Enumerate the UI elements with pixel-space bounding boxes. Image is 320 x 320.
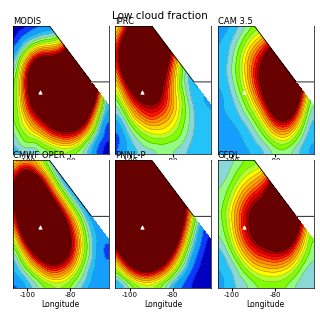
Text: GFDL: GFDL xyxy=(218,151,240,160)
Text: Low cloud fraction: Low cloud fraction xyxy=(112,11,208,21)
X-axis label: Longitude: Longitude xyxy=(144,300,182,308)
Text: MODIS: MODIS xyxy=(13,17,41,26)
X-axis label: Longitude: Longitude xyxy=(42,300,80,308)
Text: PNNL-P: PNNL-P xyxy=(115,151,146,160)
Text: IPRC: IPRC xyxy=(115,17,134,26)
Text: CMWF OPER: CMWF OPER xyxy=(13,151,65,160)
Text: CAM 3.5: CAM 3.5 xyxy=(218,17,252,26)
X-axis label: Longitude: Longitude xyxy=(246,300,285,308)
